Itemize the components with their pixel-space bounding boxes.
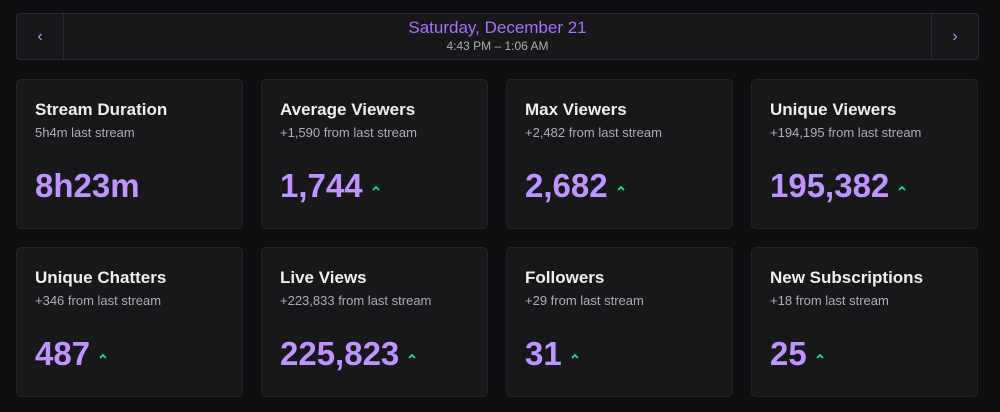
stat-card-followers: Followers +29 from last stream 31: [506, 247, 733, 397]
trend-up-icon: [372, 185, 380, 191]
trend-up-icon: [408, 353, 416, 359]
stat-title: Stream Duration: [35, 100, 168, 119]
stream-date: Saturday, December 21: [408, 18, 587, 37]
stat-card-unique-chatters: Unique Chatters +346 from last stream 48…: [16, 247, 243, 397]
stat-comparison: +346 from last stream: [35, 293, 162, 308]
stat-comparison: +1,590 from last stream: [280, 125, 417, 140]
stat-card-stream-duration: Stream Duration 5h4m last stream 8h23m: [16, 79, 243, 229]
stat-card-unique-viewers: Unique Viewers +194,195 from last stream…: [751, 79, 978, 229]
stat-title: Live Views: [280, 268, 367, 287]
date-navigator: ‹ Saturday, December 21 4:43 PM – 1:06 A…: [16, 13, 979, 60]
trend-up-icon: [617, 185, 625, 191]
trend-up-icon: [816, 353, 824, 359]
stat-title: Unique Viewers: [770, 100, 897, 119]
next-stream-button[interactable]: ›: [931, 14, 978, 59]
stat-comparison: +18 from last stream: [770, 293, 889, 308]
stream-date-header: Saturday, December 21 4:43 PM – 1:06 AM: [64, 14, 931, 59]
trend-up-icon: [99, 353, 107, 359]
stat-comparison: 5h4m last stream: [35, 125, 135, 140]
stat-title: Max Viewers: [525, 100, 627, 119]
previous-stream-button[interactable]: ‹: [17, 14, 64, 59]
stat-value: 225,823: [280, 335, 400, 372]
stat-value: 31: [525, 335, 562, 372]
stat-card-average-viewers: Average Viewers +1,590 from last stream …: [261, 79, 488, 229]
stat-value: 1,744: [280, 167, 363, 204]
stat-card-live-views: Live Views +223,833 from last stream 225…: [261, 247, 488, 397]
stat-comparison: +223,833 from last stream: [280, 293, 432, 308]
trend-up-icon: [571, 353, 579, 359]
stat-comparison: +2,482 from last stream: [525, 125, 662, 140]
stat-value: 8h23m: [35, 167, 140, 204]
trend-up-icon: [898, 185, 906, 191]
stat-comparison: +29 from last stream: [525, 293, 644, 308]
stat-value: 487: [35, 335, 91, 372]
stat-card-max-viewers: Max Viewers +2,482 from last stream 2,68…: [506, 79, 733, 229]
stat-value: 195,382: [770, 167, 890, 204]
stat-title: New Subscriptions: [770, 268, 924, 287]
stat-title: Average Viewers: [280, 100, 416, 119]
stat-value: 25: [770, 335, 807, 372]
stat-value: 2,682: [525, 167, 608, 204]
stat-title: Followers: [525, 268, 605, 287]
stream-time-range: 4:43 PM – 1:06 AM: [446, 39, 549, 53]
chevron-right-icon: ›: [952, 27, 958, 45]
chevron-left-icon: ‹: [37, 27, 43, 45]
stat-comparison: +194,195 from last stream: [770, 125, 922, 140]
stat-card-new-subscriptions: New Subscriptions +18 from last stream 2…: [751, 247, 978, 397]
stat-title: Unique Chatters: [35, 268, 167, 287]
